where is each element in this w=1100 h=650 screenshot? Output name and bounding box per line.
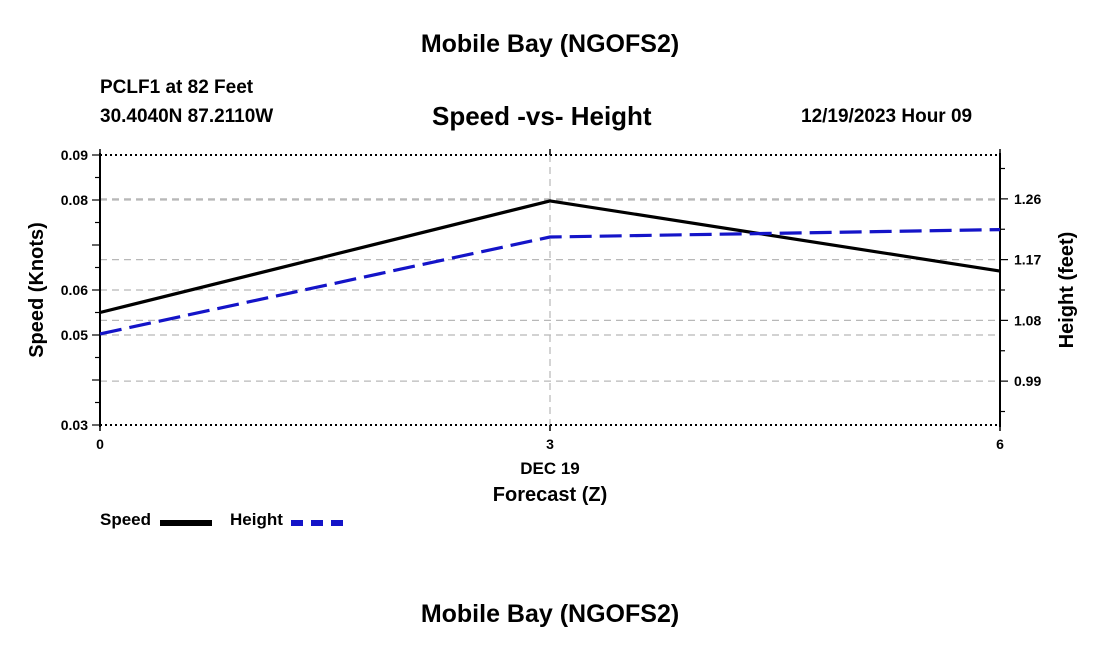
chart: 0.03 0.05 0.06 0.08 0.09 0.99 1.08 1.17 1.26 0 3 6 D… [26, 147, 1078, 506]
legend-swatch-height [291, 520, 343, 526]
y-tick-label-right: 1.26 [1014, 191, 1041, 207]
y-tick-label-right: 1.08 [1014, 312, 1041, 328]
page-title: Mobile Bay (NGOFS2) [420, 30, 680, 58]
station-label: PCLF1 at 82 Feet [100, 77, 254, 98]
x-axis-date-label: DEC 19 [520, 459, 580, 478]
x-tick-label: 3 [546, 436, 554, 452]
y-tick-label-left: 0.03 [61, 417, 88, 433]
legend-label-height: Height [230, 510, 283, 529]
x-tick-label: 0 [96, 436, 104, 452]
y-axis-title-left: Speed (Knots) [26, 222, 48, 358]
y-tick-label-left: 0.05 [61, 327, 88, 343]
y-tick-label-left: 0.08 [61, 192, 88, 208]
footer-title: Mobile Bay (NGOFS2) [420, 600, 680, 628]
y-tick-label-left: 0.06 [61, 282, 88, 298]
forecast-datetime: 12/19/2023 Hour 09 [801, 106, 973, 127]
station-coordinates: 30.4040N 87.2110W [100, 106, 274, 127]
chart-title: Speed -vs- Height [432, 101, 652, 131]
legend-swatch-speed [160, 520, 212, 526]
y-tick-label-left: 0.09 [61, 147, 88, 163]
x-tick-label: 6 [996, 436, 1004, 452]
legend-label-speed: Speed [100, 510, 152, 529]
x-axis-title: Forecast (Z) [493, 484, 607, 506]
y-tick-label-right: 1.17 [1014, 252, 1041, 268]
y-tick-label-right: 0.99 [1014, 373, 1041, 389]
y-axis-title-right: Height (feet) [1056, 232, 1078, 349]
